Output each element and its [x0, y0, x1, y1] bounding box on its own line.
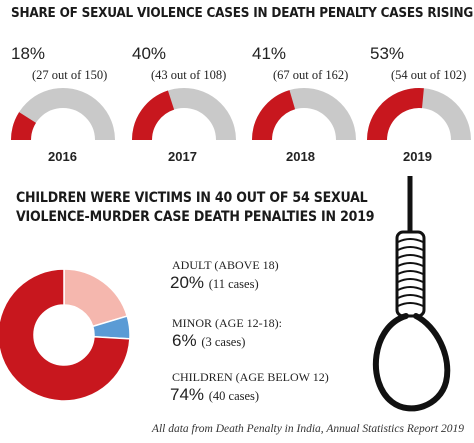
- donut-chart: [0, 268, 131, 402]
- chart-title: SHARE OF SEXUAL VIOLENCE CASES IN DEATH …: [11, 6, 474, 21]
- gauge-detail: (27 out of 150): [32, 68, 108, 82]
- donut-slice-0: [63, 268, 129, 328]
- noose-illustration: [372, 176, 451, 412]
- legend-percent: 20%: [170, 273, 205, 292]
- gauge-percent: 53%: [370, 44, 405, 63]
- legend-cases: (11 cases): [208, 277, 259, 291]
- legend-percent: 6%: [172, 331, 197, 350]
- legend-percent: 74%: [170, 385, 205, 404]
- gauge-fill: [252, 90, 296, 141]
- gauge-fill: [132, 90, 175, 141]
- gauge-percent: 18%: [11, 44, 46, 63]
- gauge-arc: [367, 88, 471, 141]
- section-title: CHILDREN WERE VICTIMS IN 40 OUT OF 54 SE…: [16, 190, 375, 225]
- legend-value: 74% (40 cases): [170, 385, 259, 405]
- gauge-arc: [252, 88, 356, 141]
- source-note: All data from Death Penalty in India, An…: [151, 423, 464, 435]
- gauge-percent: 41%: [252, 44, 287, 63]
- gauge-detail: (67 out of 162): [273, 68, 349, 82]
- gauge-detail: (43 out of 108): [151, 68, 227, 82]
- gauge-year: 2019: [403, 149, 432, 164]
- gauge-arc: [11, 88, 115, 141]
- gauge-fill: [367, 88, 424, 141]
- gauge-percent: 40%: [132, 44, 167, 63]
- donut-slice-2: [0, 268, 131, 402]
- legend-value: 20% (11 cases): [170, 273, 259, 293]
- gauge-year: 2017: [168, 149, 197, 164]
- legend-cases: (3 cases): [201, 335, 246, 349]
- gauge-arc: [132, 88, 236, 141]
- gauge-year: 2016: [48, 149, 77, 164]
- legend-label: ADULT (ABOVE 18): [172, 258, 279, 272]
- legend-label: CHILDREN (AGE BELOW 12): [172, 370, 329, 384]
- gauge-detail: (54 out of 102): [391, 68, 467, 82]
- legend-value: 6% (3 cases): [172, 331, 245, 351]
- legend-cases: (40 cases): [208, 389, 260, 403]
- legend-label: MINOR (AGE 12-18):: [172, 316, 282, 330]
- gauge-fill: [11, 112, 37, 141]
- gauge-year: 2018: [286, 149, 315, 164]
- gauge-track: [11, 88, 115, 141]
